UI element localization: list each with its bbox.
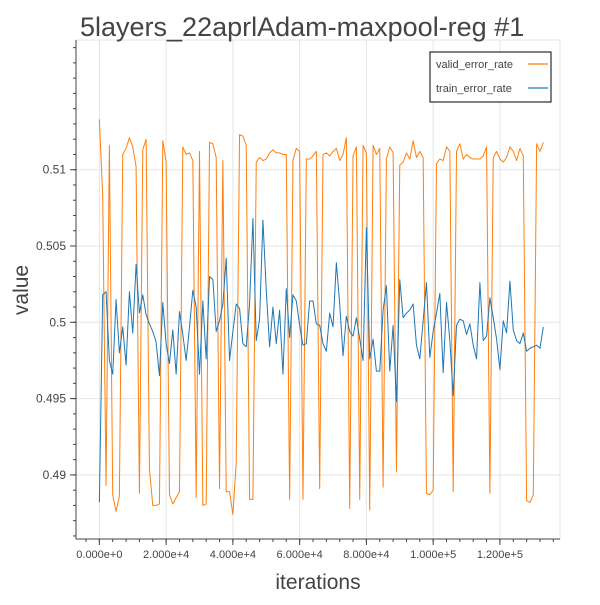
y-axis-label: value (10, 265, 33, 315)
series-layer (98, 119, 544, 516)
x-tick-label: 0.000e+0 (76, 549, 122, 561)
x-tick-label: 1.200e+5 (477, 549, 523, 561)
x-tick-label: 1.000e+5 (410, 549, 456, 561)
y-tick-label: 0.505 (36, 239, 66, 253)
y-tick-label: 0.5 (49, 315, 66, 329)
x-tick-label: 4.000e+4 (210, 549, 256, 561)
series-line-valid-error-rate (98, 119, 544, 516)
axes: 0.000e+0 2.000e+4 4.000e+4 6.000e+4 8.000e+4… (36, 40, 560, 561)
legend: valid_error_rate train_error_rate (429, 51, 552, 103)
legend-label-train-error-rate: train_error_rate (436, 83, 512, 95)
chart-title: 5layers_22aprlAdam-maxpool-reg #1 (80, 12, 524, 42)
legend-label-valid-error-rate: valid_error_rate (436, 59, 513, 71)
legend-box (429, 51, 552, 103)
y-tick-label: 0.495 (36, 392, 66, 406)
x-axis-label: iterations (275, 571, 360, 594)
x-axis-ticks: 0.000e+0 2.000e+4 4.000e+4 6.000e+4 8.000e+4… (76, 539, 554, 561)
x-tick-label: 8.000e+4 (343, 549, 389, 561)
y-axis-ticks: 0.49 0.495 0.5 0.505 0.51 (36, 47, 76, 537)
series-line-train-error-rate (98, 218, 544, 503)
x-tick-label: 2.000e+4 (143, 549, 189, 561)
x-tick-label: 6.000e+4 (277, 549, 323, 561)
y-tick-label: 0.49 (43, 468, 67, 482)
y-tick-label: 0.51 (43, 163, 67, 177)
